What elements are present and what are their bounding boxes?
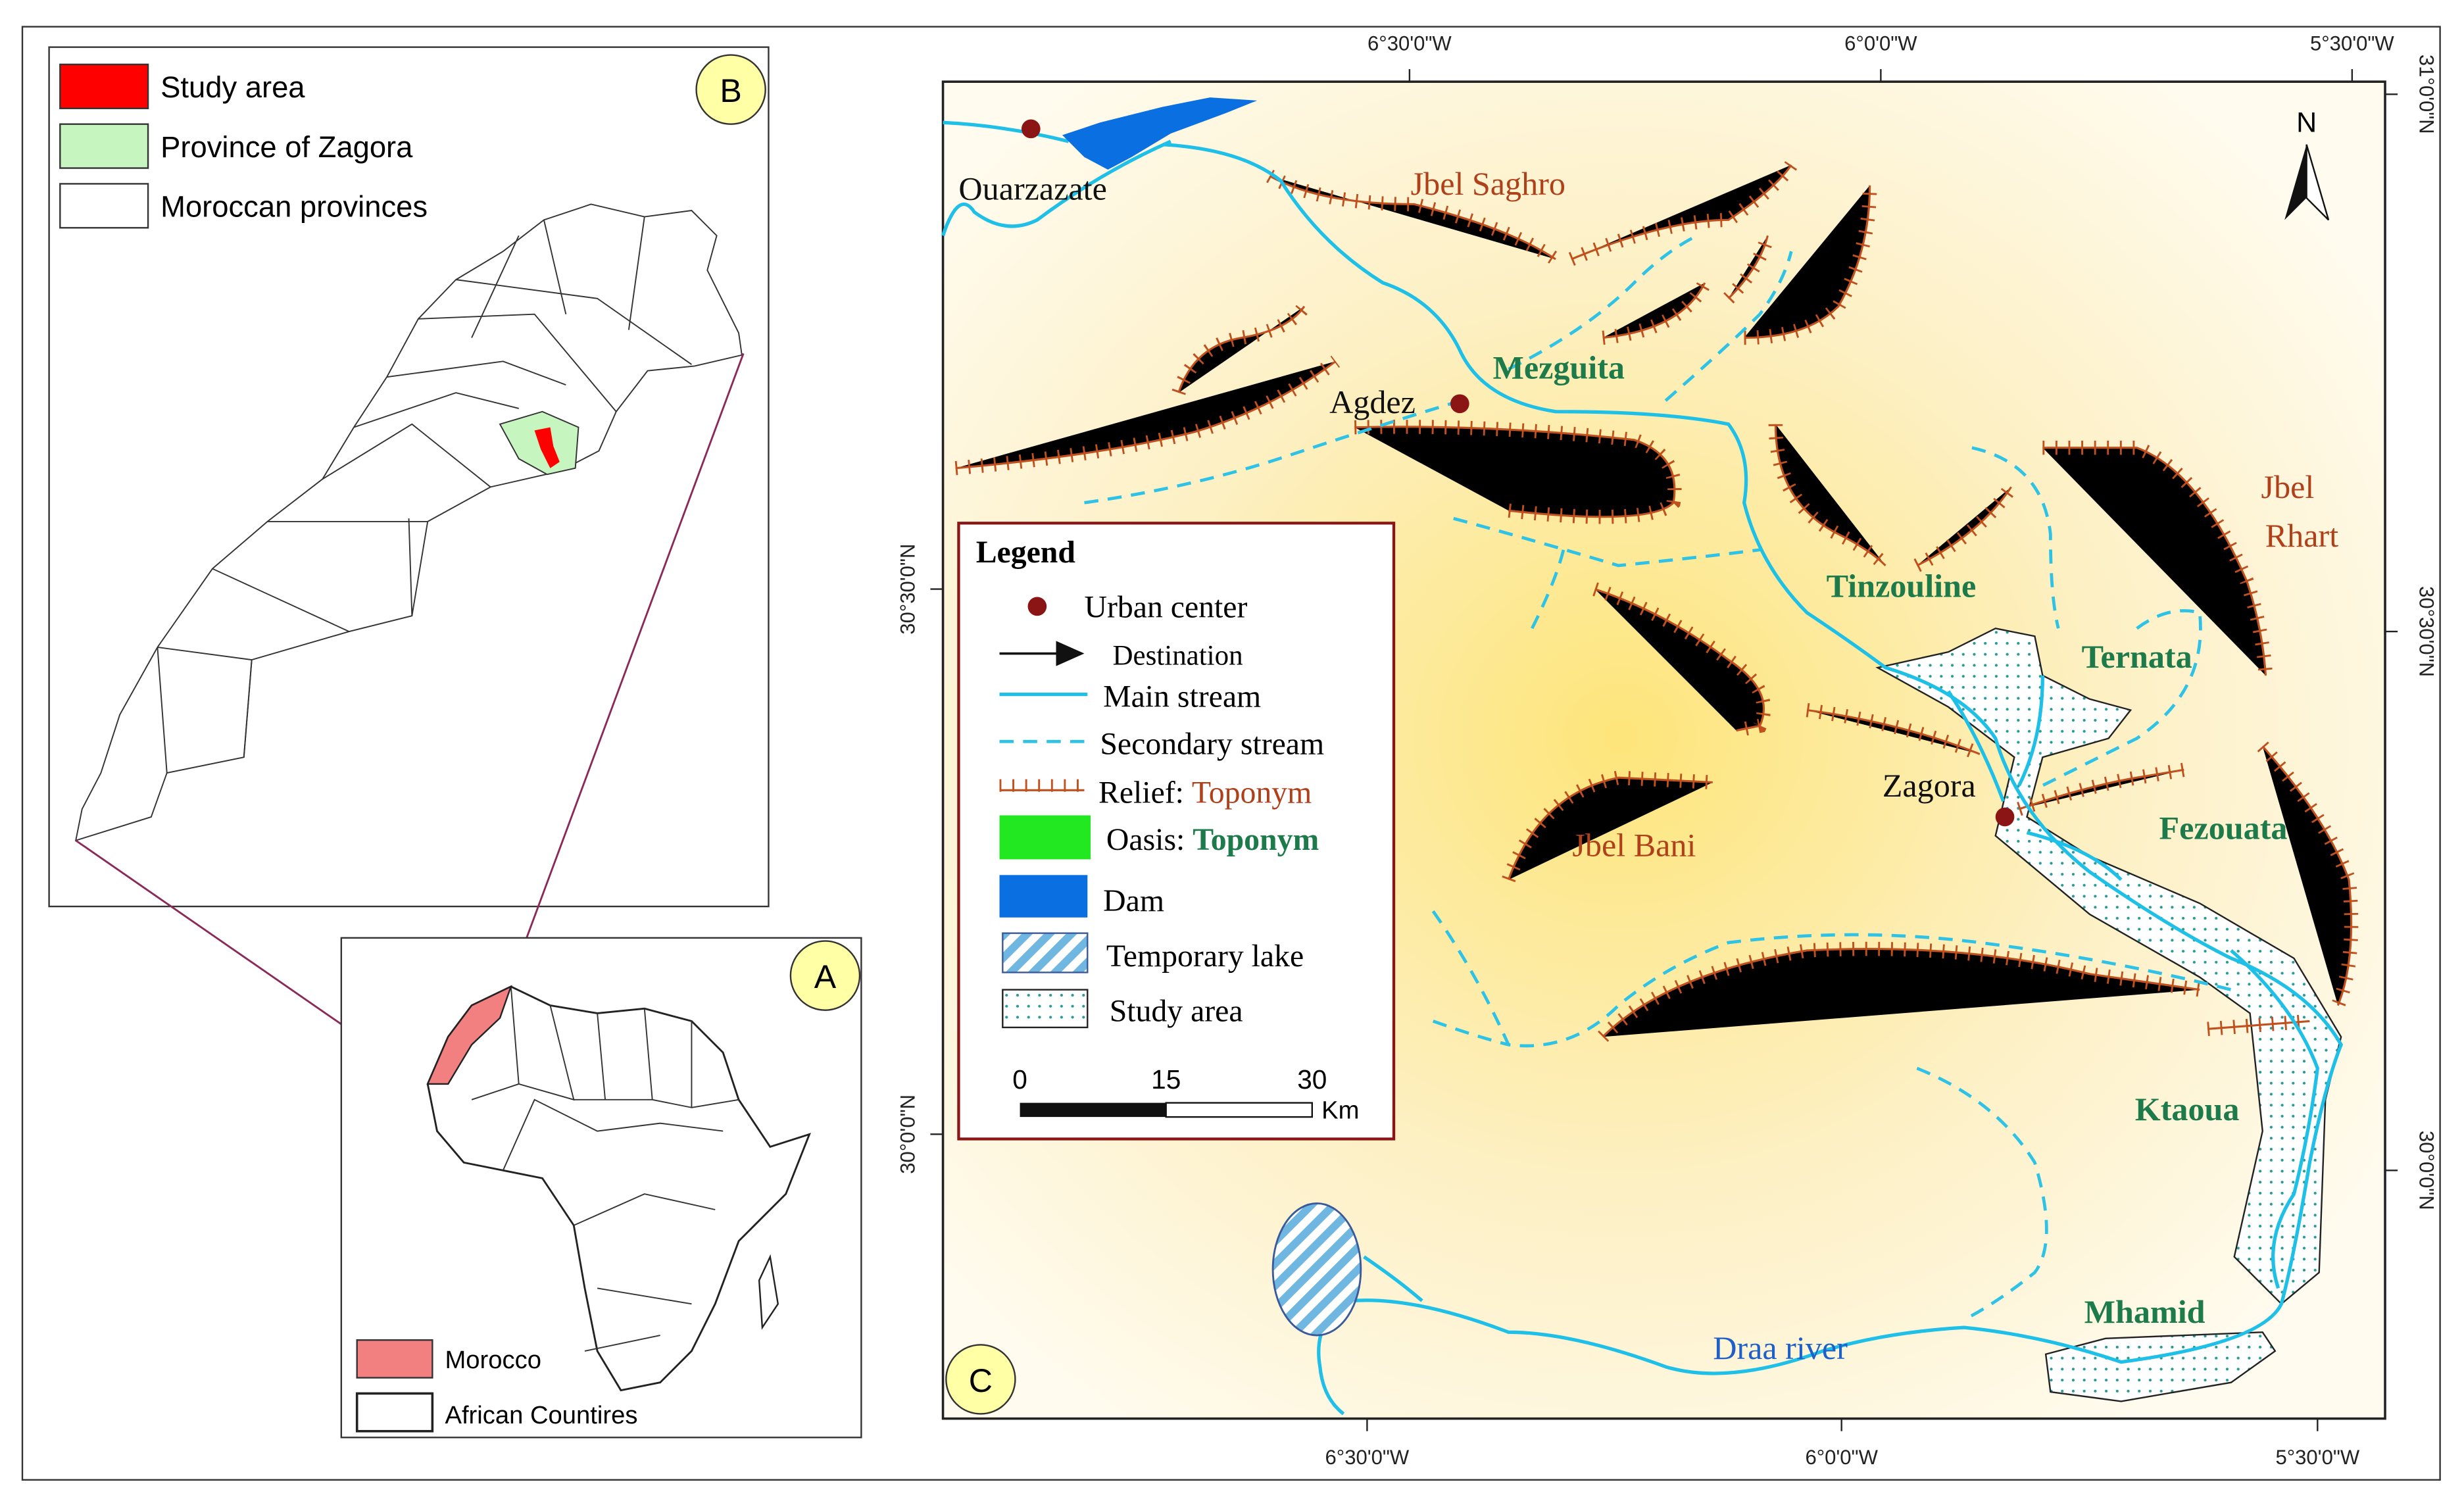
legend-text: Oasis: Toponym [1106, 822, 1319, 857]
legend-label: Toponym [1193, 822, 1319, 857]
legend-label: Morocco [445, 1346, 541, 1374]
oasis-label: Fezouata [2159, 809, 2288, 846]
oasis-label: Mezguita [1493, 349, 1625, 386]
legend-label: Moroccan provinces [160, 190, 428, 224]
secondary-streams [1084, 234, 2232, 1321]
legend-symbol [1056, 641, 1085, 666]
legend-swatch [355, 1392, 434, 1433]
legend-swatch [59, 183, 149, 229]
legend-text: Relief: Toponym [1098, 775, 1312, 810]
legend-symbol [1002, 989, 1089, 1029]
legend-label: Study area [160, 70, 305, 104]
panel-badge [789, 940, 861, 1011]
coord-label: 5°30'0"W [2275, 1446, 2359, 1469]
coord-label: 5°30'0"W [2310, 32, 2394, 55]
legend-symbol [1002, 932, 1089, 974]
relief-label: Jbel [2261, 468, 2315, 505]
legend-label: Destination [1112, 640, 1243, 671]
legend-label: Dam [1103, 883, 1164, 918]
study-area [534, 427, 560, 468]
legend-label: Oasis: [1106, 822, 1185, 857]
dam [1062, 97, 1258, 170]
legend-label: Province of Zagora [160, 130, 413, 164]
morocco-highlight [426, 985, 512, 1085]
north-label: N [2296, 107, 2317, 139]
coord-label: 6°0'0"W [1844, 32, 1917, 55]
oasis-label: Ktaoua [2135, 1091, 2240, 1127]
study-area-polygon [2044, 1331, 2277, 1402]
province-borders [157, 216, 692, 774]
africa-outline [426, 985, 811, 1392]
legend-label: Toponym [1192, 775, 1312, 810]
legend-label: Study area [1110, 993, 1243, 1028]
panel-badge [945, 1344, 1016, 1415]
panel-letter: C [969, 1362, 993, 1399]
river-label: Draa river [1713, 1329, 1848, 1366]
panel-letter: A [814, 958, 837, 995]
coord-label: 6°30'0"W [1368, 32, 1452, 55]
coord-ticks [930, 69, 2398, 1431]
legend-symbol [1027, 597, 1047, 616]
town-label: Agdez [1329, 383, 1416, 420]
panel-b-frame [48, 46, 770, 908]
legend-symbol [999, 815, 1091, 860]
relief-label: Jbel Saghro [1411, 165, 1565, 202]
urban-center [1021, 119, 1041, 139]
oasis-label: Ternata [2082, 638, 2192, 675]
legend-swatch [356, 1339, 433, 1379]
north-arrow [2305, 144, 2330, 221]
legend-label: Main stream [1103, 679, 1261, 714]
legend-label: Secondary stream [1100, 726, 1324, 761]
oasis-label: Tinzouline [1827, 568, 1977, 604]
coord-label: 30°0'0"N [897, 1095, 920, 1174]
main-streams [941, 120, 2344, 1416]
legend-label: African Countires [445, 1401, 637, 1429]
legend-symbol [999, 875, 1088, 918]
coord-label: 6°30'0"W [1325, 1446, 1410, 1469]
scale-label: 0 [1012, 1064, 1027, 1095]
coord-label: 31°0'0"N [2415, 55, 2438, 134]
oasis-label: Mhamid [2084, 1293, 2205, 1330]
legend-label: Temporary lake [1106, 939, 1304, 974]
panel-letter: B [720, 72, 741, 109]
coord-label: 30°0'0"N [2415, 1131, 2438, 1210]
scale-bar [1020, 1102, 1166, 1118]
coord-label: 30°30'0"N [2415, 586, 2438, 677]
urban-center [1995, 807, 2015, 827]
legend-swatch [59, 123, 149, 169]
country-borders [471, 986, 739, 1352]
coord-label: 30°30'0"N [897, 544, 920, 635]
scale-bar [1165, 1102, 1313, 1118]
coord-label: 6°0'0"W [1805, 1446, 1878, 1469]
morocco-outline [74, 203, 743, 842]
legend-label: Relief: [1098, 775, 1184, 810]
scale-label: 15 [1151, 1064, 1181, 1095]
panel-a: A Morocco African Countires [340, 937, 862, 1439]
relief-label: Jbel Bani [1572, 827, 1696, 864]
panel-badge [695, 54, 766, 125]
zoom-line [505, 353, 745, 993]
relief-label: Rhart [2265, 517, 2338, 554]
panel-b: Study area Province of Zagora Moroccan p… [48, 46, 770, 908]
legend-title: Legend [976, 535, 1076, 570]
temporary-lake [1271, 1202, 1362, 1337]
scale-label: 30 [1297, 1064, 1327, 1095]
madagascar [758, 1254, 779, 1330]
panel-c: 6°30'0"W 6°0'0"W 5°30'0"W 6°30'0"W 6°0'0… [897, 32, 2438, 1468]
relief-lines [956, 165, 2352, 1037]
scale-unit: Km [1321, 1096, 1359, 1124]
urban-center [1450, 394, 1469, 414]
town-label: Ouarzazate [958, 170, 1106, 207]
town-label: Zagora [1883, 767, 1976, 804]
legend-swatch [59, 63, 149, 109]
legend-label: Urban center [1084, 590, 1247, 625]
map-legend: Legend Urban center Destination Main str… [957, 522, 1396, 1141]
